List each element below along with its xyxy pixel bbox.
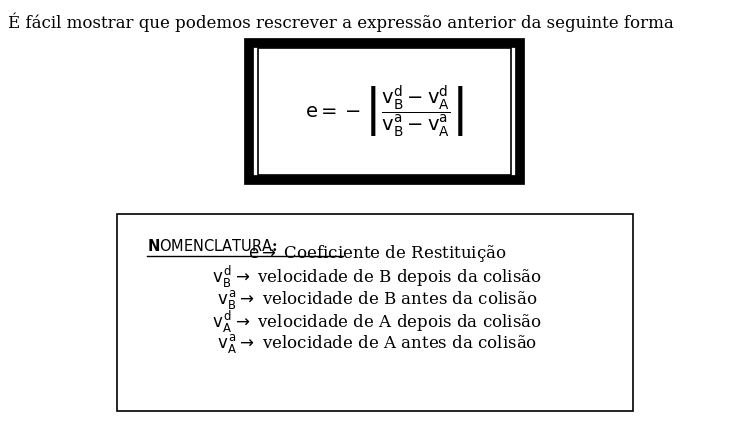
Text: $\mathrm{e} \rightarrow$ Coeficiente de Restituição: $\mathrm{e} \rightarrow$ Coeficiente de … <box>247 243 507 264</box>
Text: $\mathrm{v}_\mathrm{A}^{\,\mathrm{a}} \rightarrow$ velocidade de A antes da coli: $\mathrm{v}_\mathrm{A}^{\,\mathrm{a}} \r… <box>217 333 537 355</box>
Text: $\mathrm{v}_\mathrm{B}^{\,\mathrm{a}} \rightarrow$ velocidade de B antes da coli: $\mathrm{v}_\mathrm{B}^{\,\mathrm{a}} \r… <box>217 288 537 311</box>
Text: $\mathrm{v}_\mathrm{A}^{\,\mathrm{d}} \rightarrow$ velocidade de A depois da col: $\mathrm{v}_\mathrm{A}^{\,\mathrm{d}} \r… <box>212 309 542 336</box>
Text: $\bf{N}$$\rm{OMENCLATURA}$:: $\bf{N}$$\rm{OMENCLATURA}$: <box>147 238 277 253</box>
Bar <box>258 48 511 175</box>
Text: É fácil mostrar que podemos rescrever a expressão anterior da seguinte forma: É fácil mostrar que podemos rescrever a … <box>8 13 673 33</box>
Text: $\mathrm{v}_\mathrm{B}^{\,\mathrm{d}} \rightarrow$ velocidade de B depois da col: $\mathrm{v}_\mathrm{B}^{\,\mathrm{d}} \r… <box>212 264 542 290</box>
Bar <box>249 43 520 180</box>
Bar <box>117 214 633 411</box>
Text: $\mathrm{e} = -\left|\dfrac{\mathrm{v}_\mathrm{B}^\mathrm{d} - \mathrm{v}_\mathr: $\mathrm{e} = -\left|\dfrac{\mathrm{v}_\… <box>305 83 464 139</box>
